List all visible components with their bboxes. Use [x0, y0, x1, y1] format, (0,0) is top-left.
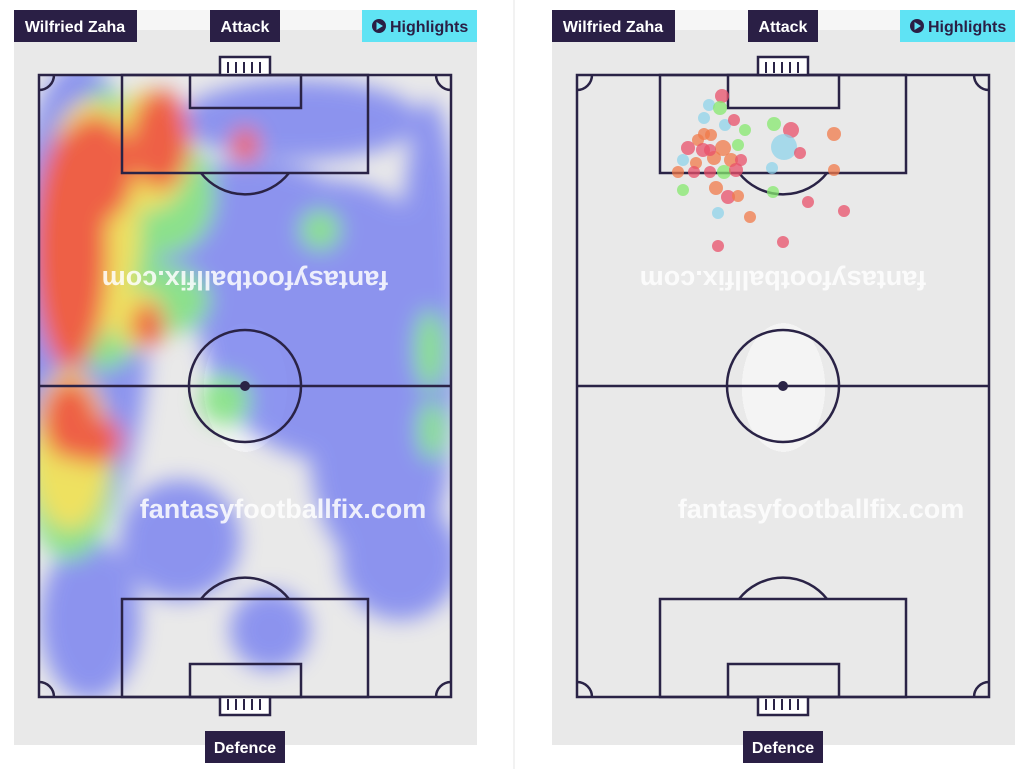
corner-arc [972, 74, 990, 92]
attack-label: Attack [759, 19, 808, 36]
player-tag [14, 10, 137, 42]
centre-circle [725, 328, 841, 444]
player-name: Wilfried Zaha [25, 19, 125, 36]
shot [698, 128, 710, 140]
shot [767, 186, 779, 198]
heat-blob [415, 310, 445, 390]
shot [766, 162, 778, 174]
centre-spot [240, 381, 250, 391]
shot [677, 154, 689, 166]
watermark: fantasyfootballfix.com [640, 265, 927, 295]
heat-blob [400, 100, 451, 500]
corner-arc [576, 680, 594, 698]
heat-blob [40, 540, 140, 697]
watermark: fantasyfootballfix.com [678, 494, 965, 524]
shot [717, 165, 731, 179]
defence-tag [743, 731, 823, 763]
shot [827, 127, 841, 141]
attack-tag [210, 10, 280, 42]
play-triangle[interactable] [914, 22, 922, 30]
corner-arc [576, 74, 594, 92]
penalty-arc [738, 576, 828, 600]
corner-arc [38, 680, 56, 698]
defence-tag [205, 731, 285, 763]
shots [672, 89, 850, 252]
heat-blob [418, 400, 446, 460]
heat-blob [130, 90, 190, 190]
shot [732, 139, 744, 151]
shot [677, 184, 689, 196]
shot [715, 89, 729, 103]
shot [698, 112, 710, 124]
watermark: fantasyfootballfix.com [102, 265, 389, 295]
shot [721, 190, 735, 204]
shot [672, 166, 684, 178]
shot [739, 124, 751, 136]
watermark: fantasyfootballfix.com [140, 494, 427, 524]
shot [713, 101, 727, 115]
attack-tag [748, 10, 818, 42]
shot [828, 164, 840, 176]
shot [777, 236, 789, 248]
heat-blob [55, 115, 135, 225]
shot [690, 157, 702, 169]
player-name: Wilfried Zaha [563, 19, 663, 36]
heat-blob [340, 500, 451, 620]
penalty-arc [738, 172, 828, 196]
penalty-arc [200, 172, 290, 196]
corner-arc [38, 74, 56, 92]
shot [704, 144, 716, 156]
attack-label: Attack [221, 19, 270, 36]
corner-arc [434, 74, 452, 92]
shot [728, 114, 740, 126]
shot [709, 181, 723, 195]
button-label[interactable]: Highlights [390, 19, 468, 36]
heat-blob [120, 480, 240, 600]
shot [703, 99, 715, 111]
shot [681, 141, 695, 155]
shot [729, 163, 743, 177]
shot [688, 166, 700, 178]
heat-blob [67, 415, 123, 465]
heat-blob [290, 370, 370, 450]
heatmap-panel: fantasyfootballfix.com fantasyfootballfix… [14, 10, 477, 763]
centre-circle [187, 328, 303, 444]
heat-blob [131, 303, 165, 347]
defence-label: Defence [214, 740, 276, 757]
heat-blob [200, 375, 250, 425]
penalty-arc [200, 576, 290, 600]
shot [838, 205, 850, 217]
highlights-button[interactable]: Highlights [362, 10, 477, 42]
shot [767, 117, 781, 131]
shot [783, 122, 799, 138]
highlights-button[interactable]: Highlights [900, 10, 1015, 42]
button-label[interactable]: Highlights [928, 19, 1006, 36]
heat-blob [230, 590, 310, 670]
shot [715, 140, 731, 156]
centre-spot [778, 381, 788, 391]
corner-arc [434, 680, 452, 698]
heat-blob [231, 127, 259, 163]
shot [744, 211, 756, 223]
defence-label: Defence [752, 740, 814, 757]
shot [771, 134, 797, 160]
shot [735, 154, 747, 166]
shot [802, 196, 814, 208]
shotmap-panel: fantasyfootballfix.com fantasyfootballfix… [552, 10, 1015, 763]
heatmap [39, 75, 451, 697]
shot [712, 240, 724, 252]
player-tag [552, 10, 675, 42]
shot [712, 207, 724, 219]
shot [719, 119, 731, 131]
corner-arc [972, 680, 990, 698]
shot [704, 166, 716, 178]
shot [794, 147, 806, 159]
play-triangle[interactable] [376, 22, 384, 30]
heat-blob [300, 210, 340, 250]
shot [732, 190, 744, 202]
